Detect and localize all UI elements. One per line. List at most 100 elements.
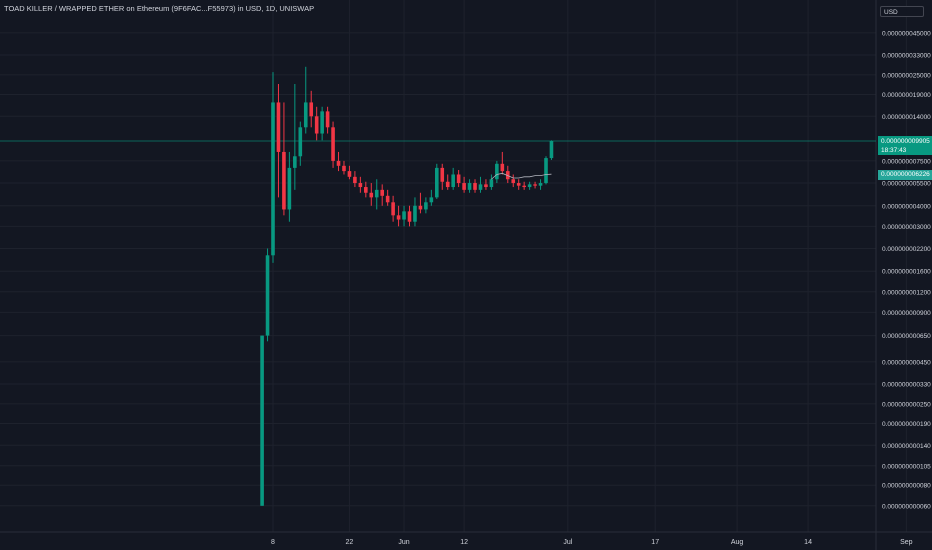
candle[interactable] [544, 156, 548, 185]
candle[interactable] [347, 165, 352, 180]
candle[interactable] [391, 195, 395, 222]
last-price-label: 0.000000009905 18:37:43 [878, 136, 932, 155]
candle-body [358, 183, 363, 188]
candle[interactable] [445, 174, 450, 190]
candle[interactable] [287, 151, 292, 222]
candle[interactable] [320, 106, 324, 141]
candle[interactable] [303, 66, 308, 134]
candle[interactable] [336, 151, 341, 172]
candle[interactable] [358, 176, 363, 193]
candle[interactable] [484, 179, 488, 190]
candle-body [440, 167, 445, 182]
candle[interactable] [413, 197, 417, 227]
candle[interactable] [505, 165, 510, 184]
candle[interactable] [456, 170, 461, 188]
candle[interactable] [364, 181, 368, 198]
candle[interactable] [407, 205, 412, 227]
candle[interactable] [549, 140, 554, 160]
candle[interactable] [473, 179, 477, 193]
candle[interactable] [396, 205, 401, 227]
candle-body [385, 195, 390, 203]
candle[interactable] [489, 174, 494, 190]
price-tick-label: 0.000000033000 [882, 53, 931, 60]
candle-body [424, 202, 428, 210]
candle[interactable] [342, 160, 346, 175]
candle[interactable] [353, 171, 357, 188]
price-tick-label: 0.000000045000 [882, 30, 931, 37]
candle-body [391, 202, 395, 216]
candle[interactable] [374, 179, 379, 210]
price-axis[interactable]: 0.000000045000 0.000000033000 0.0000000250… [882, 30, 931, 510]
candle[interactable] [369, 183, 374, 206]
time-tick-label: 17 [651, 539, 659, 546]
candle-body [549, 141, 554, 159]
candle-body [456, 174, 461, 184]
candle[interactable] [402, 205, 406, 227]
candle[interactable] [522, 181, 526, 190]
candle-body [462, 183, 466, 190]
candle[interactable] [293, 84, 297, 190]
candle[interactable] [462, 176, 466, 193]
time-tick-label: 14 [804, 539, 812, 546]
candle[interactable] [298, 121, 303, 166]
candle[interactable] [418, 192, 423, 214]
candle-body [342, 165, 346, 172]
candle[interactable] [440, 163, 445, 190]
candle[interactable] [429, 189, 434, 206]
price-tick-label: 0.000000003000 [882, 224, 931, 231]
price-tick-label: 0.000000014000 [882, 114, 931, 121]
candle-body [260, 335, 264, 506]
candle[interactable] [516, 179, 521, 190]
candle[interactable] [260, 335, 264, 506]
candle[interactable] [451, 167, 455, 190]
candle-body [413, 205, 417, 222]
candle[interactable] [385, 189, 390, 206]
time-tick-label: Jun [398, 539, 409, 546]
candle[interactable] [331, 121, 335, 168]
candle[interactable] [271, 72, 275, 263]
candle-body [544, 158, 548, 184]
candle[interactable] [314, 106, 319, 141]
candle-body [396, 215, 401, 220]
candle[interactable] [435, 163, 439, 199]
price-tick-label: 0.000000007500 [882, 158, 931, 165]
candle[interactable] [380, 184, 384, 206]
candle-body [473, 183, 477, 190]
currency-selector[interactable]: USD [880, 6, 924, 17]
price-tick-label: 0.000000002200 [882, 246, 931, 253]
candle-body [451, 174, 455, 188]
candle[interactable] [467, 179, 472, 193]
candle[interactable] [478, 176, 483, 193]
candle[interactable] [325, 106, 330, 134]
candle[interactable] [282, 102, 286, 216]
candle-body [314, 116, 319, 134]
candle-body [364, 187, 368, 193]
candle[interactable] [309, 90, 314, 128]
price-tick-label: 0.000000000060 [882, 503, 931, 510]
price-tick-label: 0.000000000140 [882, 443, 931, 450]
price-tick-label: 0.000000001600 [882, 269, 931, 276]
time-tick-label: Jul [563, 539, 572, 546]
candle-body [265, 255, 270, 336]
candle-body [407, 211, 412, 222]
candle-body [500, 163, 505, 172]
price-tick-label: 0.000000000080 [882, 483, 931, 490]
candle[interactable] [424, 197, 428, 214]
candle[interactable] [500, 151, 505, 175]
candle[interactable] [276, 84, 281, 198]
candle[interactable] [265, 248, 270, 342]
candle[interactable] [527, 181, 532, 190]
candle[interactable] [538, 179, 543, 190]
candle[interactable] [495, 160, 499, 184]
time-axis[interactable]: 822Jun12Jul17Aug14Sep11 [271, 539, 932, 546]
candle[interactable] [511, 174, 516, 188]
candle[interactable] [533, 181, 537, 189]
candles[interactable] [260, 66, 554, 506]
candle-body [336, 160, 341, 166]
candle-body [489, 179, 494, 188]
price-tick-label: 0.000000004000 [882, 203, 931, 210]
price-tick-label: 0.000000000900 [882, 310, 931, 317]
candle-body [511, 179, 516, 184]
candle-body [331, 127, 335, 161]
